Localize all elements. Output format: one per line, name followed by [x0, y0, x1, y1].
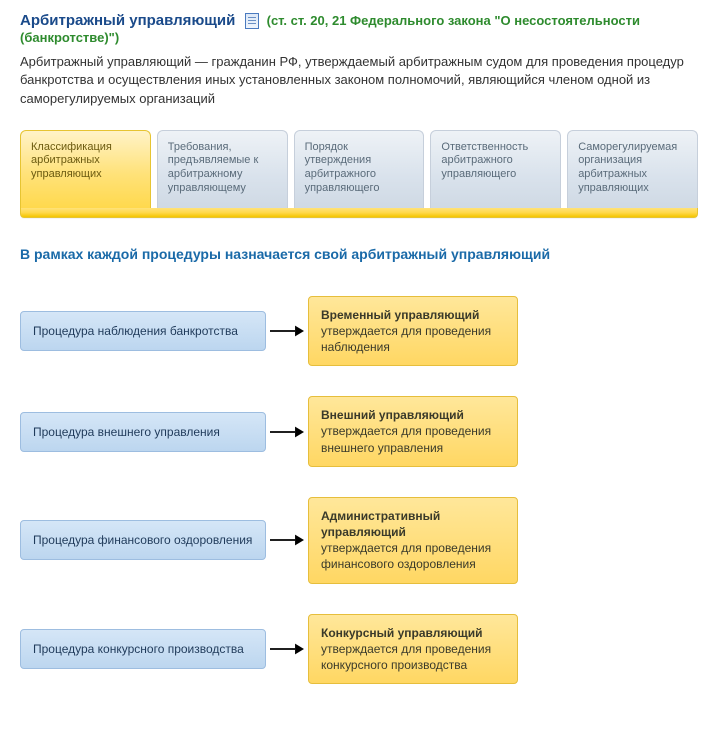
- procedure-box: Процедура наблюдения банкротства: [20, 311, 266, 351]
- role-title: Конкурсный управляющий: [321, 625, 505, 641]
- arrow-icon: [266, 324, 308, 338]
- procedure-box: Процедура внешнего управления: [20, 412, 266, 452]
- tabs-container: Классификация арбитражных управляющих Тр…: [20, 130, 698, 218]
- mapping-row: Процедура конкурсного производства Конку…: [20, 614, 698, 685]
- document-icon: [245, 13, 259, 29]
- role-title: Административный управляющий: [321, 508, 505, 540]
- tab-classification[interactable]: Классификация арбитражных управляющих: [20, 130, 151, 208]
- role-desc: утверждается для проведения конкурсного …: [321, 642, 491, 672]
- role-box: Внешний управляющий утверждается для про…: [308, 396, 518, 467]
- role-box: Административный управляющий утверждаетс…: [308, 497, 518, 584]
- tab-approval-order[interactable]: Порядок утверждения арбитражного управля…: [294, 130, 425, 208]
- tab-requirements[interactable]: Требования, предъявляемые к арбитражному…: [157, 130, 288, 208]
- mapping-diagram: Процедура наблюдения банкротства Временн…: [20, 296, 698, 684]
- tab-sro[interactable]: Саморегулируемая организация арбитражных…: [567, 130, 698, 208]
- role-desc: утверждается для проведения наблюдения: [321, 324, 491, 354]
- role-title: Внешний управляющий: [321, 407, 505, 423]
- description-text: Арбитражный управляющий — гражданин РФ, …: [20, 53, 698, 108]
- mapping-row: Процедура внешнего управления Внешний уп…: [20, 396, 698, 467]
- header: Арбитражный управляющий (ст. ст. 20, 21 …: [20, 12, 698, 45]
- role-box: Конкурсный управляющий утверждается для …: [308, 614, 518, 685]
- mapping-row: Процедура финансового оздоровления Админ…: [20, 497, 698, 584]
- role-desc: утверждается для проведения внешнего упр…: [321, 424, 491, 454]
- mapping-row: Процедура наблюдения банкротства Временн…: [20, 296, 698, 367]
- tabs: Классификация арбитражных управляющих Тр…: [20, 130, 698, 208]
- arrow-icon: [266, 425, 308, 439]
- role-desc: утверждается для проведения финансового …: [321, 541, 491, 571]
- role-box: Временный управляющий утверждается для п…: [308, 296, 518, 367]
- arrow-icon: [266, 642, 308, 656]
- tab-underbar: [20, 208, 698, 218]
- procedure-box: Процедура финансового оздоровления: [20, 520, 266, 560]
- procedure-box: Процедура конкурсного производства: [20, 629, 266, 669]
- role-title: Временный управляющий: [321, 307, 505, 323]
- section-heading: В рамках каждой процедуры назначается св…: [20, 246, 698, 262]
- tab-responsibility[interactable]: Ответственность арбитражного управляющег…: [430, 130, 561, 208]
- arrow-icon: [266, 533, 308, 547]
- page-title: Арбитражный управляющий: [20, 12, 235, 29]
